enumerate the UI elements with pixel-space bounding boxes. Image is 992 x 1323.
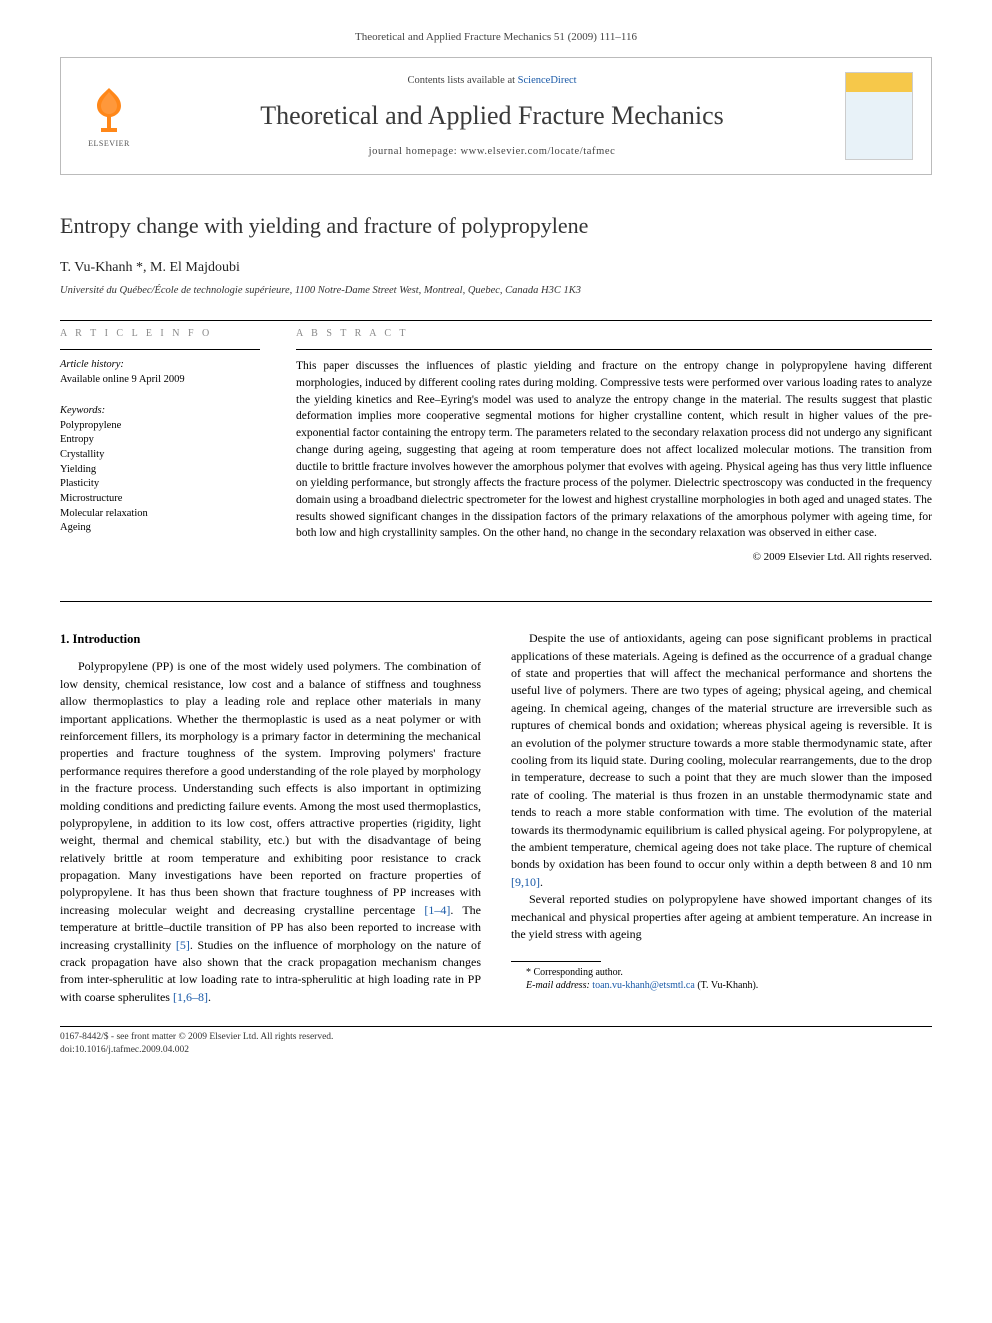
body-text: . — [208, 990, 211, 1004]
keyword: Plasticity — [60, 477, 260, 492]
rule-after-abstract — [60, 601, 932, 602]
journal-header-box: ELSEVIER Contents lists available at Sci… — [60, 57, 932, 175]
body-paragraph: Several reported studies on polypropylen… — [511, 891, 932, 943]
keyword: Molecular relaxation — [60, 507, 260, 522]
email-label: E-mail address: — [526, 980, 592, 991]
page: Theoretical and Applied Fracture Mechani… — [0, 0, 992, 1088]
homepage-url: www.elsevier.com/locate/tafmec — [460, 146, 615, 157]
sciencedirect-link[interactable]: ScienceDirect — [518, 75, 577, 86]
history-text: Available online 9 April 2009 — [60, 373, 260, 388]
keyword: Microstructure — [60, 492, 260, 507]
keyword: Entropy — [60, 433, 260, 448]
history-label: Article history: — [60, 358, 260, 373]
elsevier-tree-icon — [85, 84, 133, 136]
body-text: Despite the use of antioxidants, ageing … — [511, 631, 932, 871]
body-text: . — [540, 875, 543, 889]
abstract-text: This paper discusses the influences of p… — [296, 358, 932, 541]
bottom-info: 0167-8442/$ - see front matter © 2009 El… — [60, 1031, 932, 1058]
homepage-prefix: journal homepage: — [369, 146, 461, 157]
publisher-name: ELSEVIER — [88, 138, 130, 149]
abstract-copyright: © 2009 Elsevier Ltd. All rights reserved… — [296, 550, 932, 565]
front-matter-line: 0167-8442/$ - see front matter © 2009 El… — [60, 1031, 932, 1044]
body-text: Polypropylene (PP) is one of the most wi… — [60, 659, 481, 916]
contents-prefix: Contents lists available at — [407, 75, 517, 86]
reference-link[interactable]: [1,6–8] — [173, 990, 208, 1004]
bottom-rule — [60, 1026, 932, 1027]
footnote-rule — [511, 961, 601, 962]
body-paragraph: Despite the use of antioxidants, ageing … — [511, 630, 932, 891]
section-heading: 1. Introduction — [60, 630, 481, 648]
keywords-label: Keywords: — [60, 404, 260, 419]
info-abstract-row: A R T I C L E I N F O Article history: A… — [60, 327, 932, 565]
journal-homepage: journal homepage: www.elsevier.com/locat… — [155, 145, 829, 160]
affiliation: Université du Québec/École de technologi… — [60, 284, 932, 299]
body-paragraph: Polypropylene (PP) is one of the most wi… — [60, 658, 481, 1006]
footnote-corresponding: * Corresponding author. — [511, 966, 932, 979]
keyword: Polypropylene — [60, 419, 260, 434]
citation-line: Theoretical and Applied Fracture Mechani… — [60, 30, 932, 45]
reference-link[interactable]: [5] — [176, 938, 190, 952]
header-middle: Contents lists available at ScienceDirec… — [155, 74, 829, 160]
email-address[interactable]: toan.vu-khanh@etsmtl.ca — [592, 980, 695, 991]
keywords-list: Polypropylene Entropy Crystallity Yieldi… — [60, 419, 260, 537]
reference-link[interactable]: [1–4] — [424, 903, 450, 917]
journal-name: Theoretical and Applied Fracture Mechani… — [155, 98, 829, 134]
keyword: Crystallity — [60, 448, 260, 463]
contents-line: Contents lists available at ScienceDirec… — [155, 74, 829, 89]
rule-top — [60, 320, 932, 321]
keyword: Ageing — [60, 521, 260, 536]
abstract-column: A B S T R A C T This paper discusses the… — [296, 327, 932, 565]
doi-line: doi:10.1016/j.tafmec.2009.04.002 — [60, 1044, 932, 1057]
elsevier-logo: ELSEVIER — [79, 81, 139, 151]
abstract-rule — [296, 349, 932, 350]
authors: T. Vu-Khanh *, M. El Majdoubi — [60, 258, 932, 278]
article-title: Entropy change with yielding and fractur… — [60, 211, 932, 242]
article-info-heading: A R T I C L E I N F O — [60, 327, 260, 341]
email-who: (T. Vu-Khanh). — [695, 980, 758, 991]
body-two-column: 1. Introduction Polypropylene (PP) is on… — [60, 630, 932, 1006]
info-rule — [60, 349, 260, 350]
abstract-heading: A B S T R A C T — [296, 327, 932, 341]
article-info-column: A R T I C L E I N F O Article history: A… — [60, 327, 260, 565]
journal-cover-thumbnail — [845, 72, 913, 160]
reference-link[interactable]: [9,10] — [511, 875, 540, 889]
footnote-email: E-mail address: toan.vu-khanh@etsmtl.ca … — [511, 979, 932, 992]
keyword: Yielding — [60, 463, 260, 478]
